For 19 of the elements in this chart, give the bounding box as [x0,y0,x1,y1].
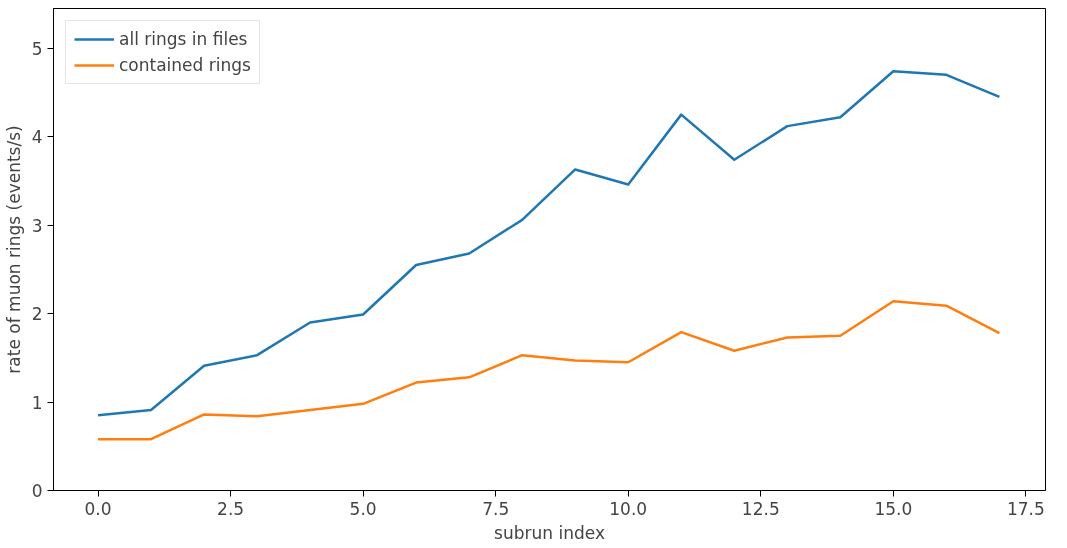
x-tick-label: 0.0 [84,498,112,519]
y-tick-label: 5 [31,38,43,59]
x-tick-label: 7.5 [482,498,510,519]
y-tick-label: 3 [31,215,43,236]
x-tick-label: 12.5 [741,498,780,519]
x-tick-label: 17.5 [1006,498,1045,519]
x-tick-label: 10.0 [609,498,648,519]
x-tick-label: 5.0 [349,498,377,519]
x-tick-label: 2.5 [217,498,245,519]
y-tick-label: 0 [31,481,43,501]
y-tick-label: 4 [31,127,43,148]
y-tick-label: 1 [31,392,43,413]
x-tick-label: 15.0 [874,498,913,519]
legend-label: all rings in files [119,29,248,49]
y-tick-label: 2 [31,304,43,325]
y-axis-title: rate of muon rings (events/s) [3,125,24,374]
x-axis-title: subrun index [494,522,605,543]
legend-label: contained rings [119,55,251,75]
line-series [96,299,1001,441]
